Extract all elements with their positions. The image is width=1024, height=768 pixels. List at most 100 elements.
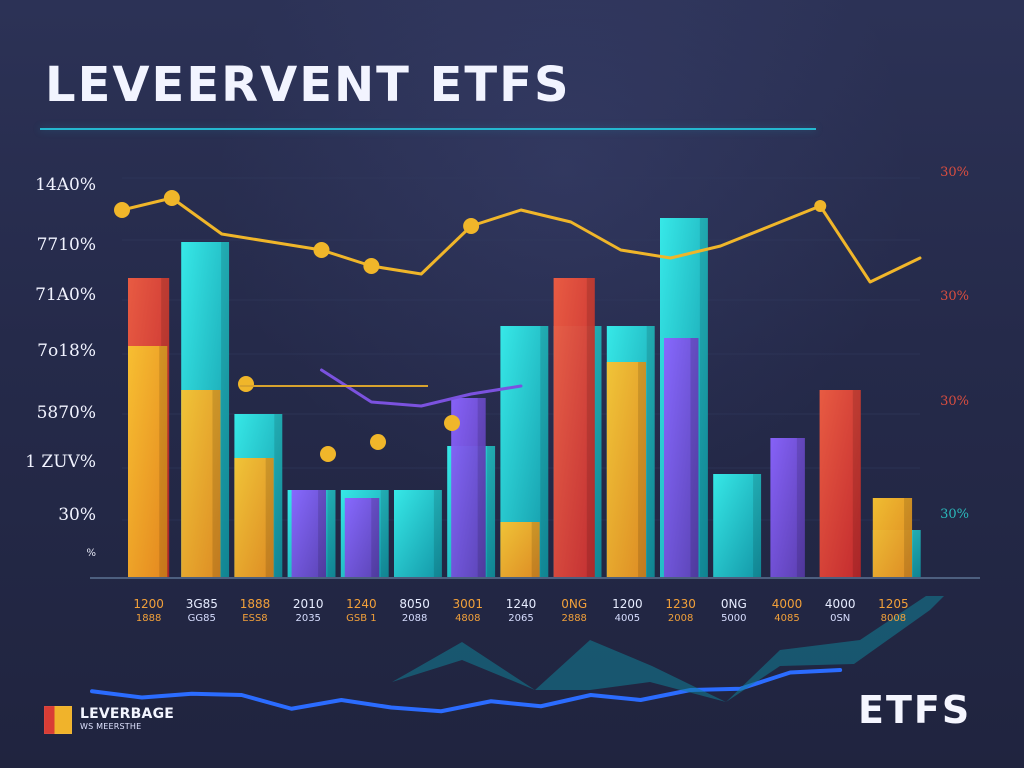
category-label: 4000 [825,597,856,611]
subcategory-label: GG85 [188,613,216,624]
bar-red-shade [586,278,595,578]
bar-orange [872,498,913,578]
subcategory-label: 8008 [881,613,906,624]
lines-layer [90,190,944,714]
gold-point [114,202,130,218]
line-gold [120,196,922,284]
blue-area-shape [392,596,944,702]
bar-purple [291,490,327,578]
bar-purple [664,338,699,578]
bar-red-shade [852,390,861,578]
axis-layer: 14A0% 7710% 71A0% 7o18% 5870% 1 ZUV% 30%% 30% 30… [25,165,980,624]
bar-cyan-shade [487,446,496,578]
bar-red [553,278,595,578]
brand-label: ETFS [858,688,972,732]
subcategory-label: GSB 1 [346,613,377,624]
category-label: 1200 [612,597,643,611]
bar-cyan-shade [221,242,230,578]
purple-point [370,434,386,450]
subcategory-label: 5000 [721,613,746,624]
purple-point [320,446,336,462]
bar-orange-shade [531,522,540,578]
bars-layer [128,218,921,578]
subcategory-label: 0SN [830,613,850,624]
bar-purple [770,438,805,578]
left-tick-label: 5870% [37,403,96,423]
category-label: 1240 [506,597,537,611]
bar-orange [606,362,647,578]
subcategory-label: 2888 [561,613,586,624]
left-tick-label: 1 ZUV% [25,452,96,472]
bar-red [819,390,861,578]
right-tick-label: 30% [940,165,969,180]
bar-cyan-shade [646,326,655,578]
left-tick-label: % [86,548,96,559]
subcategory-label: 1888 [136,613,161,624]
bar-orange-shade [638,362,647,578]
bar-cyan-shade [912,530,921,578]
subcategory-label: 4085 [774,613,799,624]
subcategory-label: ESS8 [242,613,267,624]
bar-purple-shade [796,438,805,578]
bar-cyan [394,490,442,578]
subcategory-label: 2008 [668,613,693,624]
category-label: 3001 [453,597,484,611]
legend-sub-label: WS MEERSTHE [80,722,142,731]
bar-purple-shade [690,338,699,578]
left-tick-label: 7o18% [37,341,96,361]
chart-title: LEVEERVENT ETFS [45,57,571,113]
left-tick-label: 14A0% [35,175,96,195]
bar-cyan-shade [380,490,389,578]
bar-purple-shade [318,490,327,578]
bar-orange [181,390,221,578]
title-divider [40,128,816,130]
category-label: 4000 [772,597,803,611]
legend: LEVERBAGE WS MEERSTHE [44,706,174,734]
bar-orange [234,458,274,578]
left-tick-label: 30% [58,505,96,525]
subcategory-label: 4808 [455,613,480,624]
bar-cyan-shade [540,326,549,578]
bar-cyan-shade [433,490,442,578]
category-label: 1205 [878,597,909,611]
bar-purple [344,498,380,578]
subcategory-label: 4005 [615,613,640,624]
bar-purple-shade [477,398,486,578]
category-label: 1240 [346,597,377,611]
left-tick-label: 7710% [37,235,96,255]
gold-point [463,218,480,234]
purple-point [444,415,460,431]
bar-orange-shade [212,390,221,578]
bar-orange-shade [265,458,274,578]
line-purple [320,368,523,408]
bar-orange-shade [904,498,913,578]
legend-main-label: LEVERBAGE [80,706,175,722]
legend-swatch [44,706,72,734]
bar-purple-shade [371,498,380,578]
category-label: 1230 [665,597,696,611]
bar-cyan-shade [753,474,762,578]
subcategory-label: 2065 [508,613,533,624]
legend-text: LEVERBAGE WS MEERSTHE [80,706,174,731]
bar-cyan [713,474,762,578]
category-label: 1888 [240,597,271,611]
right-tick-label: 30% [940,289,969,304]
category-label: 1200 [133,597,164,611]
category-label: 0NG [721,597,747,611]
right-tick-label: 30% [940,394,969,409]
category-label: 2010 [293,597,324,611]
bar-cyan-shade [699,218,708,578]
subcategory-label: 2035 [295,613,320,624]
gold-point [313,242,330,258]
category-label: 8050 [399,597,430,611]
left-tick-label: 71A0% [35,285,96,305]
bar-cyan-shade [593,326,602,578]
bar-orange-shade [159,346,168,578]
gold-point [363,258,380,274]
line-blue [90,668,843,714]
bar-orange [128,346,168,578]
purple-point [238,376,254,392]
category-label: 3G85 [186,597,218,611]
